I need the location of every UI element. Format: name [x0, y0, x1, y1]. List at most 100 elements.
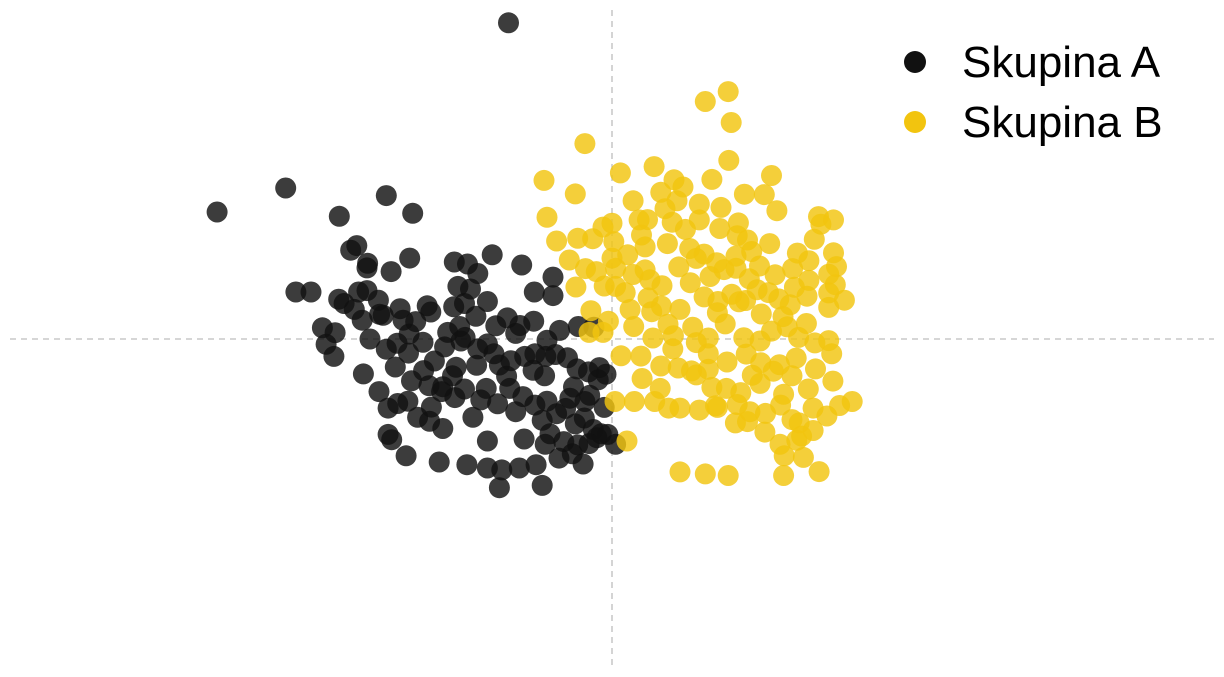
data-point — [496, 365, 518, 387]
data-point — [764, 264, 786, 286]
data-point — [622, 190, 644, 212]
data-point — [357, 252, 379, 274]
data-point — [705, 395, 726, 417]
data-point — [642, 327, 664, 349]
data-point — [803, 228, 825, 250]
data-point — [785, 347, 807, 369]
data-point — [668, 256, 690, 278]
data-point — [523, 310, 545, 332]
data-point — [523, 281, 545, 303]
data-point — [564, 183, 586, 205]
data-point — [823, 209, 844, 231]
data-point — [679, 272, 701, 294]
data-point — [715, 377, 737, 399]
data-point — [706, 252, 728, 274]
series-skupina-b — [533, 81, 863, 486]
series-skupina-a — [206, 12, 627, 499]
data-point — [460, 278, 481, 300]
data-point — [669, 397, 691, 419]
data-point — [631, 368, 653, 389]
data-point — [511, 254, 533, 276]
data-point — [601, 212, 623, 234]
data-point — [716, 351, 738, 373]
data-point — [706, 302, 728, 324]
data-point — [488, 477, 510, 499]
data-point — [772, 306, 794, 328]
data-point — [688, 193, 710, 215]
data-point — [733, 183, 755, 205]
data-point — [818, 330, 840, 352]
data-point — [505, 322, 527, 344]
data-point — [792, 446, 814, 468]
data-point — [476, 291, 498, 312]
data-point — [402, 202, 424, 224]
data-point — [758, 282, 779, 304]
data-point — [587, 369, 609, 391]
reference-lines — [10, 10, 1214, 668]
data-point — [741, 241, 763, 262]
data-point — [412, 331, 434, 353]
data-point — [769, 433, 791, 455]
data-point — [619, 298, 641, 320]
data-point — [805, 358, 826, 380]
data-point — [709, 218, 731, 239]
data-point — [420, 301, 442, 323]
data-point — [428, 451, 450, 473]
data-point — [206, 201, 228, 223]
data-point — [536, 206, 558, 228]
data-point — [798, 250, 820, 272]
data-point — [536, 329, 558, 351]
data-point — [542, 285, 564, 307]
data-point — [727, 212, 749, 234]
data-point — [717, 81, 739, 103]
data-point — [381, 429, 403, 451]
data-point — [367, 289, 389, 311]
data-point — [637, 209, 658, 231]
data-point — [351, 309, 373, 331]
data-point — [797, 378, 819, 400]
data-point — [352, 363, 374, 385]
data-point — [766, 200, 788, 222]
data-point — [688, 399, 710, 421]
data-point — [491, 459, 513, 481]
data-point — [822, 370, 844, 392]
data-point — [685, 247, 707, 269]
data-point — [701, 168, 723, 190]
data-point — [398, 342, 419, 364]
data-point — [761, 165, 782, 186]
data-point — [457, 253, 478, 275]
data-point — [634, 236, 656, 258]
data-point — [718, 149, 740, 171]
data-point — [697, 358, 719, 380]
data-point — [623, 391, 645, 412]
data-point — [531, 474, 553, 496]
data-point — [323, 345, 345, 367]
data-point — [802, 420, 824, 441]
data-point — [368, 381, 390, 403]
data-point — [818, 296, 840, 318]
data-point — [795, 313, 817, 334]
data-point — [610, 345, 632, 367]
data-point — [674, 218, 696, 240]
data-point — [773, 383, 795, 405]
data-point — [475, 377, 497, 399]
data-point — [650, 181, 672, 203]
data-point — [580, 300, 602, 322]
data-point — [333, 293, 355, 314]
data-point — [525, 454, 547, 476]
data-point — [669, 461, 691, 483]
data-point — [650, 355, 672, 377]
data-point — [513, 428, 535, 450]
data-point — [605, 275, 627, 297]
data-point — [522, 359, 544, 381]
data-point — [498, 12, 519, 34]
data-point — [609, 162, 631, 184]
data-point — [662, 338, 684, 360]
data-point — [694, 463, 716, 485]
data-point — [487, 393, 509, 415]
data-point — [818, 282, 840, 304]
data-point — [346, 235, 368, 257]
data-point — [466, 354, 488, 376]
data-point — [656, 233, 678, 255]
